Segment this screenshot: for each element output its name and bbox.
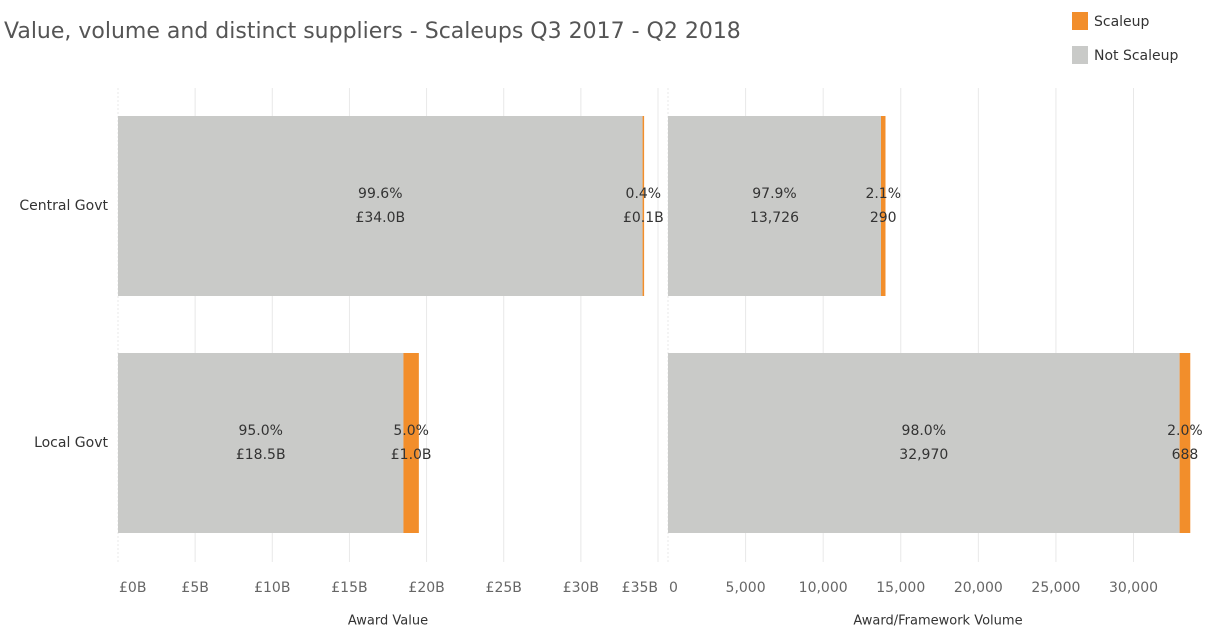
x-tick-label: 25,000 — [1031, 580, 1080, 596]
x-axis-label: Award Value — [348, 614, 428, 629]
share-label: 5.0% — [393, 423, 429, 439]
x-tick-label: 20,000 — [954, 580, 1003, 596]
bar-segment — [403, 353, 419, 533]
x-tick-label: £25B — [486, 580, 522, 596]
category-label: Central Govt — [19, 198, 108, 214]
legend-label: Not Scaleup — [1094, 48, 1179, 64]
bar-segment — [1179, 353, 1191, 533]
bar-segment — [668, 116, 881, 296]
category-label: Local Govt — [34, 435, 108, 451]
share-label: 2.1% — [865, 186, 901, 202]
value-label: £1.0B — [391, 447, 432, 463]
chart-title: Value, volume and distinct suppliers - S… — [4, 19, 741, 44]
share-label: 2.0% — [1167, 423, 1203, 439]
x-axis-label: Award/Framework Volume — [853, 614, 1022, 629]
x-tick-label: 0 — [669, 580, 678, 596]
x-tick-label: £15B — [331, 580, 367, 596]
value-label: 290 — [870, 210, 897, 226]
x-tick-label: £5B — [181, 580, 208, 596]
value-label: 13,726 — [750, 210, 799, 226]
x-tick-label: 30,000 — [1109, 580, 1158, 596]
bar-segment — [642, 116, 645, 296]
x-tick-label: 10,000 — [799, 580, 848, 596]
x-tick-label: £20B — [408, 580, 444, 596]
share-label: 0.4% — [626, 186, 662, 202]
value-label: 32,970 — [899, 447, 948, 463]
x-tick-label: £35B — [622, 580, 658, 596]
value-label: 688 — [1172, 447, 1199, 463]
legend-label: Scaleup — [1094, 14, 1150, 30]
bar-segment — [880, 116, 886, 296]
x-tick-label: £10B — [254, 580, 290, 596]
x-tick-label: £0B — [119, 580, 146, 596]
value-label: £0.1B — [623, 210, 664, 226]
x-tick-label: 15,000 — [876, 580, 925, 596]
x-tick-label: £30B — [563, 580, 599, 596]
value-label: £34.0B — [355, 210, 405, 226]
value-label: £18.5B — [236, 447, 286, 463]
bar-segment — [118, 116, 643, 296]
bar-segment — [118, 353, 404, 533]
share-label: 95.0% — [238, 423, 282, 439]
share-label: 98.0% — [902, 423, 946, 439]
x-tick-label: 5,000 — [726, 580, 766, 596]
share-label: 97.9% — [752, 186, 796, 202]
share-label: 99.6% — [358, 186, 402, 202]
bar-segment — [668, 353, 1180, 533]
legend-swatch — [1072, 46, 1088, 64]
legend-swatch — [1072, 12, 1088, 30]
